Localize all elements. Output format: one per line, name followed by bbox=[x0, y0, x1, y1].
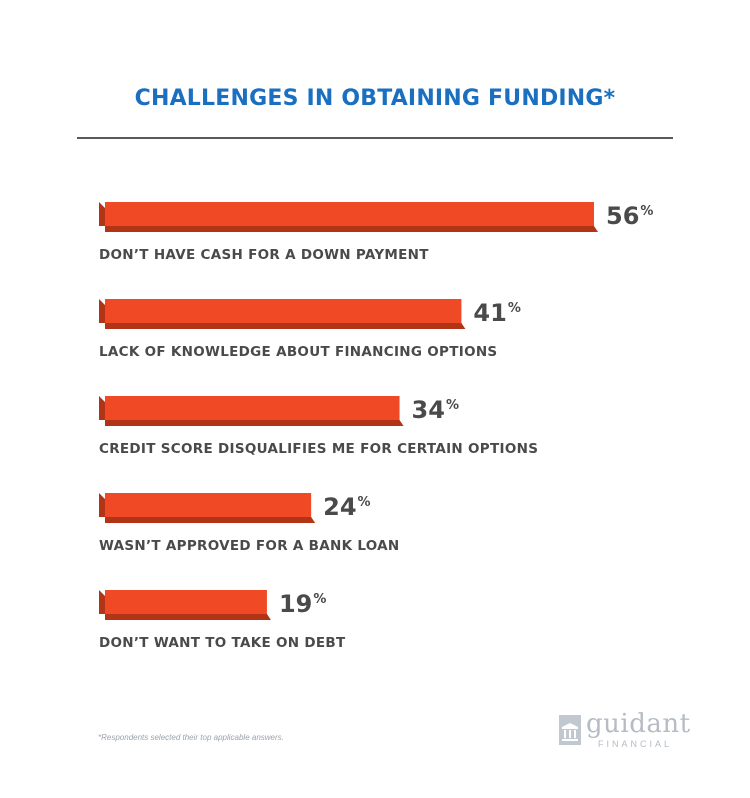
logo-subtitle: FINANCIAL bbox=[598, 739, 673, 749]
bar bbox=[105, 493, 312, 517]
bar bbox=[105, 396, 400, 420]
bar-value-label: 19% bbox=[279, 590, 326, 618]
category-label: DON’T WANT TO TAKE ON DEBT bbox=[99, 635, 346, 651]
chart-title: CHALLENGES IN OBTAINING FUNDING* bbox=[134, 86, 616, 111]
percent-sign: % bbox=[358, 495, 371, 510]
percent-sign: % bbox=[313, 592, 326, 607]
bar bbox=[105, 590, 267, 614]
bar-value-label: 24% bbox=[323, 493, 370, 521]
percent-sign: % bbox=[640, 204, 653, 219]
bar-value-label: 34% bbox=[412, 396, 459, 424]
category-label: CREDIT SCORE DISQUALIFIES ME FOR CERTAIN… bbox=[99, 441, 538, 457]
logo-wordmark: guidant bbox=[586, 709, 691, 739]
percent-sign: % bbox=[508, 301, 521, 316]
category-label: LACK OF KNOWLEDGE ABOUT FINANCING OPTION… bbox=[99, 344, 497, 360]
bar-group: 24% WASN’T APPROVED FOR A BANK LOAN bbox=[99, 493, 400, 554]
title-divider bbox=[77, 137, 673, 139]
footnote: *Respondents selected their top applicab… bbox=[98, 733, 284, 742]
category-label: DON’T HAVE CASH FOR A DOWN PAYMENT bbox=[99, 247, 429, 263]
guidant-logo-icon bbox=[559, 715, 581, 745]
bar-group: 19% DON’T WANT TO TAKE ON DEBT bbox=[99, 590, 346, 651]
bar-group: 34% CREDIT SCORE DISQUALIFIES ME FOR CERT… bbox=[99, 396, 538, 457]
percent-sign: % bbox=[446, 398, 459, 413]
bar-value-label: 41% bbox=[473, 299, 520, 327]
bar bbox=[105, 299, 462, 323]
category-label: WASN’T APPROVED FOR A BANK LOAN bbox=[99, 538, 400, 554]
bar-group: 41% LACK OF KNOWLEDGE ABOUT FINANCING OPT… bbox=[99, 299, 521, 360]
bar bbox=[105, 202, 594, 226]
guidant-logo: guidant FINANCIAL bbox=[558, 709, 698, 749]
bar-value-label: 56% bbox=[606, 202, 653, 230]
bar-group: 56% DON’T HAVE CASH FOR A DOWN PAYMENT bbox=[99, 202, 653, 263]
